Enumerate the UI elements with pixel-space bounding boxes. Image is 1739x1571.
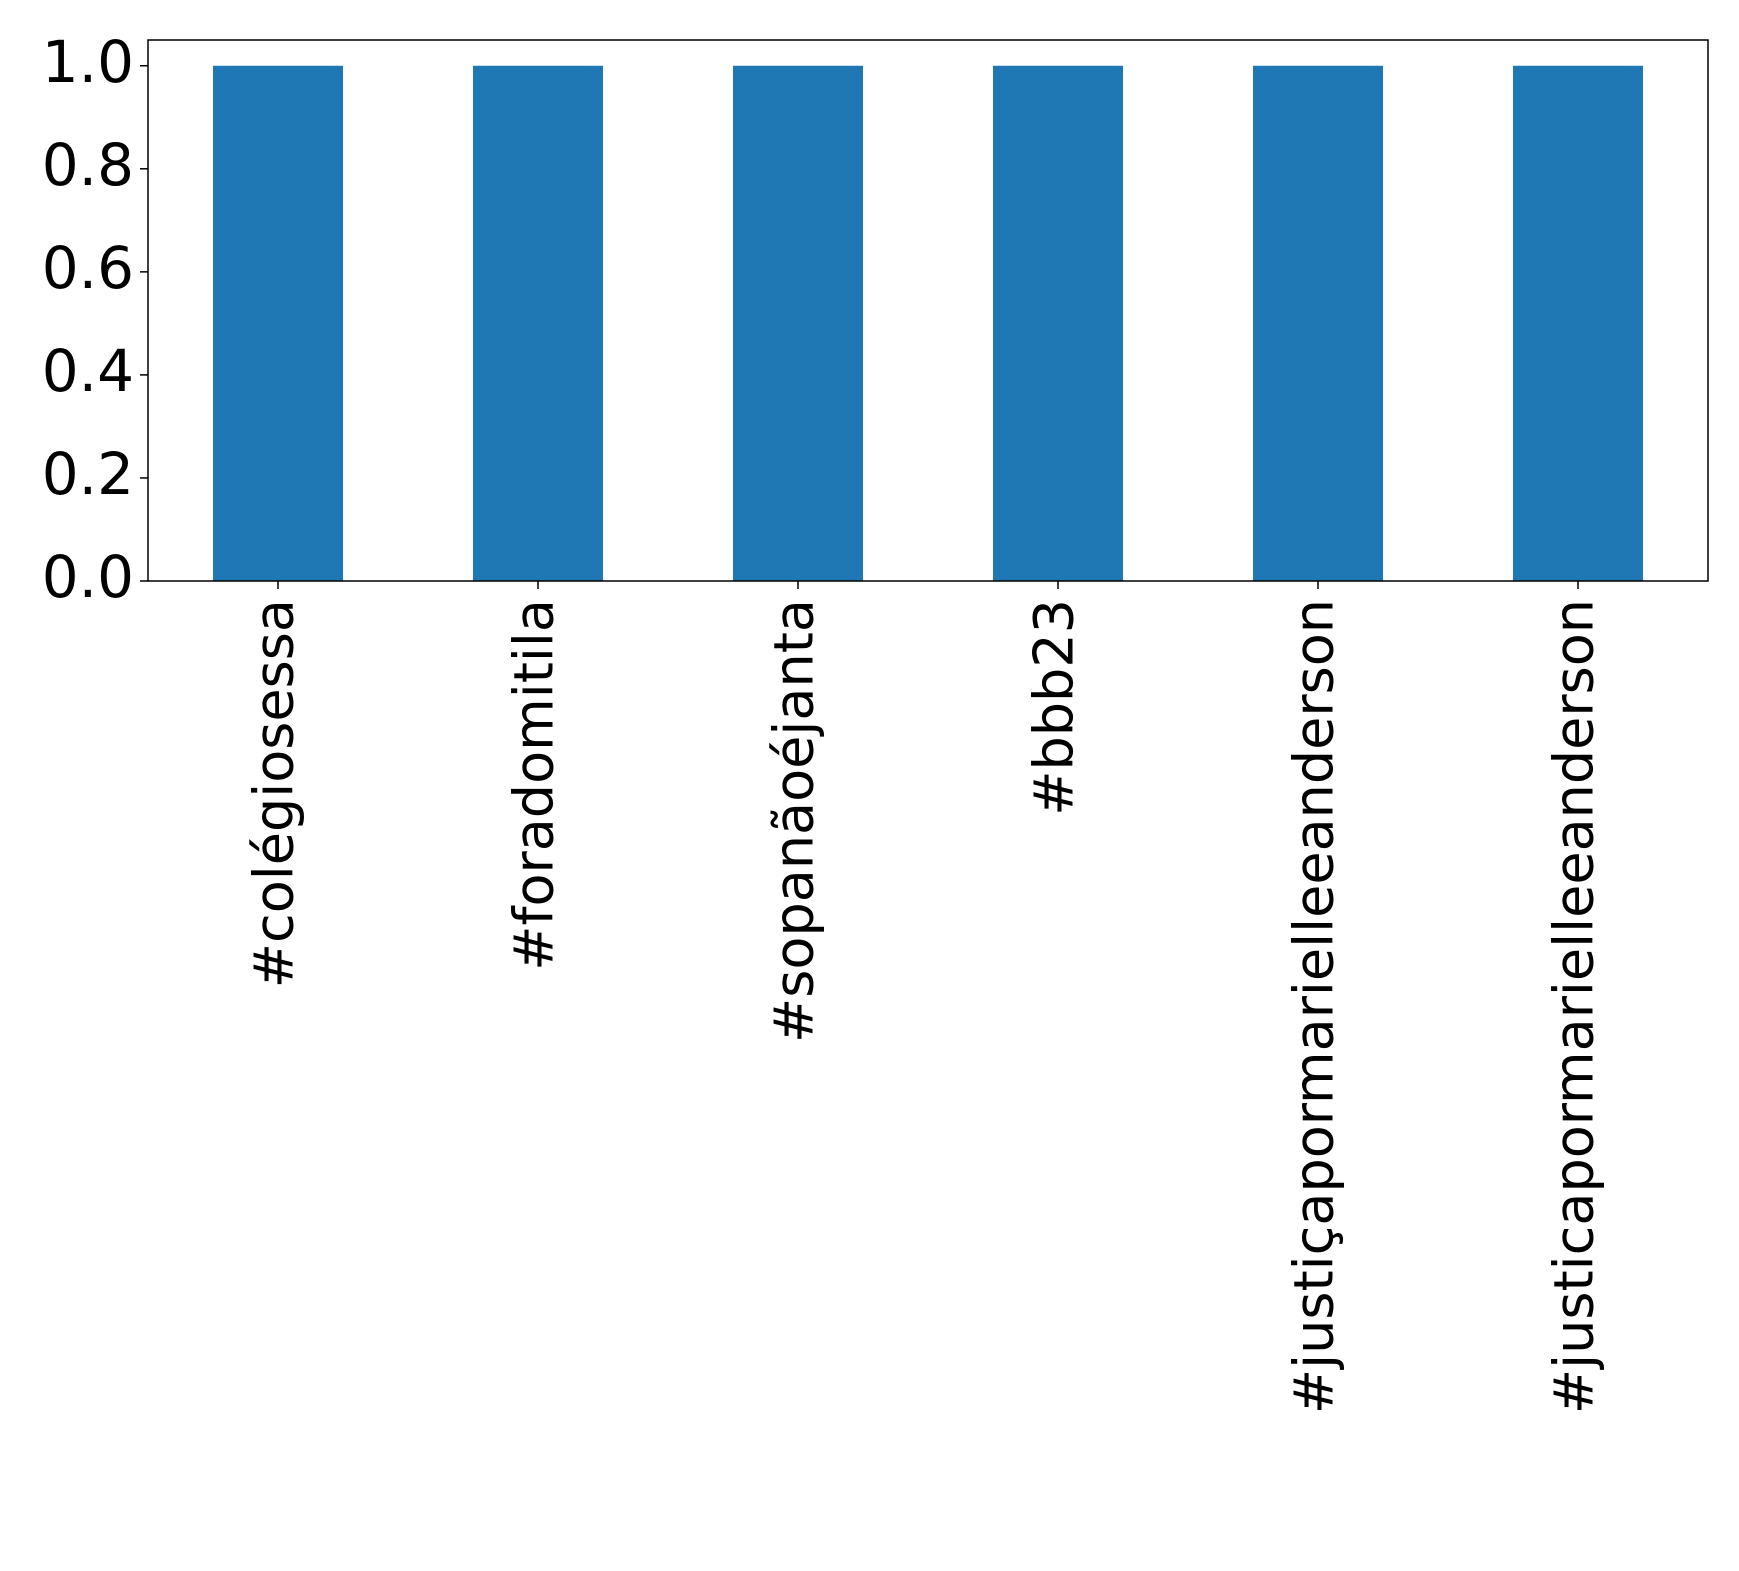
bar: [473, 65, 603, 581]
y-tick-label: 1.0: [42, 28, 134, 96]
y-tick-label: 0.8: [42, 131, 134, 199]
bar: [1253, 65, 1383, 581]
bar: [1513, 65, 1643, 581]
bar: [993, 65, 1123, 581]
x-tick-label: #colégiosessa: [243, 599, 306, 988]
y-tick-label: 0.0: [42, 543, 134, 611]
bar: [733, 65, 863, 581]
y-tick-label: 0.6: [42, 234, 134, 302]
y-tick-label: 0.4: [42, 337, 134, 405]
x-tick-label: #justiçapormarielleeanderson: [1283, 599, 1346, 1414]
x-tick-label: #bbb23: [1023, 599, 1086, 816]
y-tick-label: 0.2: [42, 440, 134, 508]
x-tick-label: #justicapormarielleeanderson: [1543, 599, 1606, 1414]
x-tick-label: #foradomitila: [503, 599, 566, 971]
plot-frame: [147, 39, 1709, 582]
bar: [213, 65, 343, 581]
x-tick-label: #sopanãoéjanta: [763, 599, 826, 1043]
